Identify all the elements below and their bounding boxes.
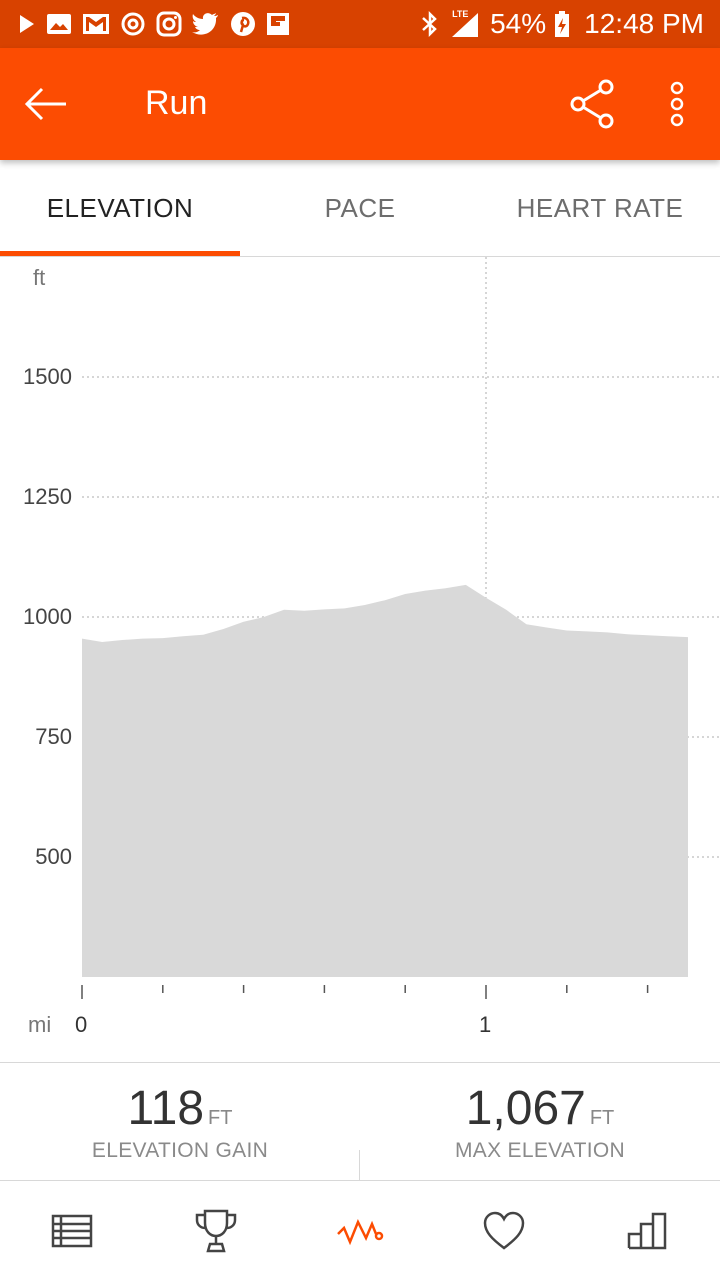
elevation-chart-svg [81,257,720,999]
x-tick-label: 0 [75,1012,88,1037]
y-tick-label: 750 [35,724,72,749]
back-arrow-icon [24,87,66,121]
tab-heart-rate[interactable]: HEART RATE [516,192,684,223]
share-button[interactable] [566,78,618,130]
gmail-icon [83,14,109,34]
more-options-button[interactable] [662,78,692,130]
elevation-area [82,584,688,977]
battery-percent: 54% [490,8,547,39]
trophy-icon [195,1209,237,1253]
x-tick-label: 1 [479,1012,492,1037]
elevation-chart[interactable]: ft mi 1500 1250 1000 750 500 0 1 [0,257,720,1062]
elevation-gain-unit: FT [208,1107,233,1129]
nav-challenges[interactable] [144,1181,288,1281]
flipboard-icon [267,13,289,35]
tab-bar: ELEVATION PACE HEART RATE [0,160,720,256]
elevation-gain-label: ELEVATION GAIN [91,1139,269,1162]
heart-icon [483,1211,525,1250]
max-elevation-label: MAX ELEVATION [455,1139,625,1162]
stats-panel: 118 FT ELEVATION GAIN 1,067 FT MAX ELEVATI… [0,1062,720,1180]
status-bar: LTE 54% 12:48 PM [0,0,720,48]
network-label: LTE [452,9,469,19]
activity-icon [337,1218,384,1246]
nav-feed[interactable] [0,1181,144,1281]
y-tick-label: 500 [35,844,72,869]
back-button[interactable] [20,78,72,130]
x-axis-unit: mi [28,1012,52,1037]
stat-elevation-gain: 118 FT ELEVATION GAIN [0,1063,360,1181]
nav-stats[interactable] [576,1181,720,1281]
pinterest-icon [231,12,255,36]
max-elevation-value: 1,067 [465,1082,586,1135]
tab-divider [0,256,720,257]
list-icon [51,1214,93,1248]
nav-health[interactable] [432,1181,576,1281]
max-elevation-unit: FT [589,1107,615,1129]
bottom-nav [0,1180,720,1280]
bar-chart-icon [627,1212,667,1250]
page-title: Run [145,84,208,122]
elevation-gain-value: 118 [127,1082,205,1135]
nav-activity[interactable] [288,1181,432,1281]
stat-max-elevation: 1,067 FT MAX ELEVATION [360,1063,720,1181]
app-bar: Run [0,48,720,160]
twitter-icon [192,13,218,35]
stats-divider [359,1150,360,1180]
battery-icon [555,11,570,37]
clock: 12:48 PM [584,8,704,39]
tab-indicator [0,251,240,256]
tab-elevation[interactable]: ELEVATION [46,192,194,223]
more-vert-icon [670,81,684,127]
instagram-icon [156,11,182,37]
y-tick-label: 1000 [23,604,72,629]
y-tick-label: 1500 [23,364,72,389]
sync-icon [121,12,145,36]
y-axis-unit: ft [33,265,46,290]
y-tick-label: 1250 [23,484,72,509]
share-icon [570,79,614,129]
tab-pace[interactable]: PACE [324,192,396,223]
play-icon [20,15,34,33]
bluetooth-icon [422,10,437,38]
signal-icon: LTE [448,9,482,39]
gallery-icon [47,14,71,34]
